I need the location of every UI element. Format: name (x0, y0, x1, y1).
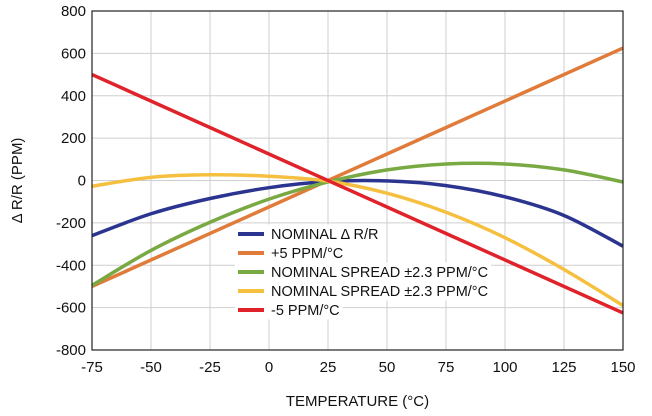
y-axis-label: Δ R/R (PPM) (9, 138, 26, 224)
x-tick-label: -25 (199, 359, 221, 376)
y-tick-label: 200 (61, 130, 86, 147)
legend-label: +5 PPM/°C (271, 246, 343, 262)
y-tick-label: -800 (56, 342, 86, 359)
y-tick-label: -400 (56, 257, 86, 274)
legend-label: -5 PPM/°C (271, 303, 340, 319)
y-tick-label: 800 (61, 3, 86, 20)
legend-label: NOMINAL SPREAD ±2.3 PPM/°C (271, 265, 488, 281)
series-line-3-nominal-spread-2-3-ppm-c (91, 161, 624, 287)
legend-entry-background (235, 281, 492, 301)
x-tick-label: 125 (551, 359, 576, 376)
x-tick-labels: -75 -50 -25 0 25 50 75 100 125 150 (81, 359, 635, 376)
y-tick-label: -200 (56, 215, 86, 232)
x-tick-label: 100 (492, 359, 517, 376)
x-tick-label: 25 (320, 359, 337, 376)
x-tick-label: 50 (379, 359, 396, 376)
y-tick-labels: -800 -600 -400 -200 0 200 400 600 800 (56, 3, 86, 359)
plot-frame (91, 10, 624, 351)
x-tick-label: 150 (610, 359, 635, 376)
series-line-1-nominal-r-r (91, 178, 624, 248)
y-tick-label: 0 (78, 173, 86, 190)
series-line-5-5-ppm-c (91, 72, 624, 315)
legend-entry-background (235, 243, 347, 263)
legend: NOMINAL Δ R/R +5 PPM/°C NOMINAL SPREAD ±2.… (235, 224, 492, 320)
legend-label: NOMINAL SPREAD ±2.3 PPM/°C (271, 284, 488, 300)
legend-entry-background (235, 262, 492, 282)
y-tick-label: 400 (61, 88, 86, 105)
x-tick-label: 75 (438, 359, 455, 376)
series-lines (91, 46, 624, 315)
series-line-4-nominal-spread-2-3-ppm-c (91, 172, 624, 307)
x-axis-label: TEMPERATURE (°C) (286, 393, 429, 410)
series-line-2-5-ppm-c (91, 46, 624, 289)
legend-label: NOMINAL Δ R/R (271, 227, 378, 243)
legend-entry-background (235, 224, 382, 244)
x-tick-label: -50 (140, 359, 162, 376)
y-tick-label: -600 (56, 300, 86, 317)
y-tick-label: 600 (61, 45, 86, 62)
legend-entry-background (235, 300, 343, 320)
x-tick-label: 0 (265, 359, 273, 376)
x-tick-label: -75 (81, 359, 103, 376)
